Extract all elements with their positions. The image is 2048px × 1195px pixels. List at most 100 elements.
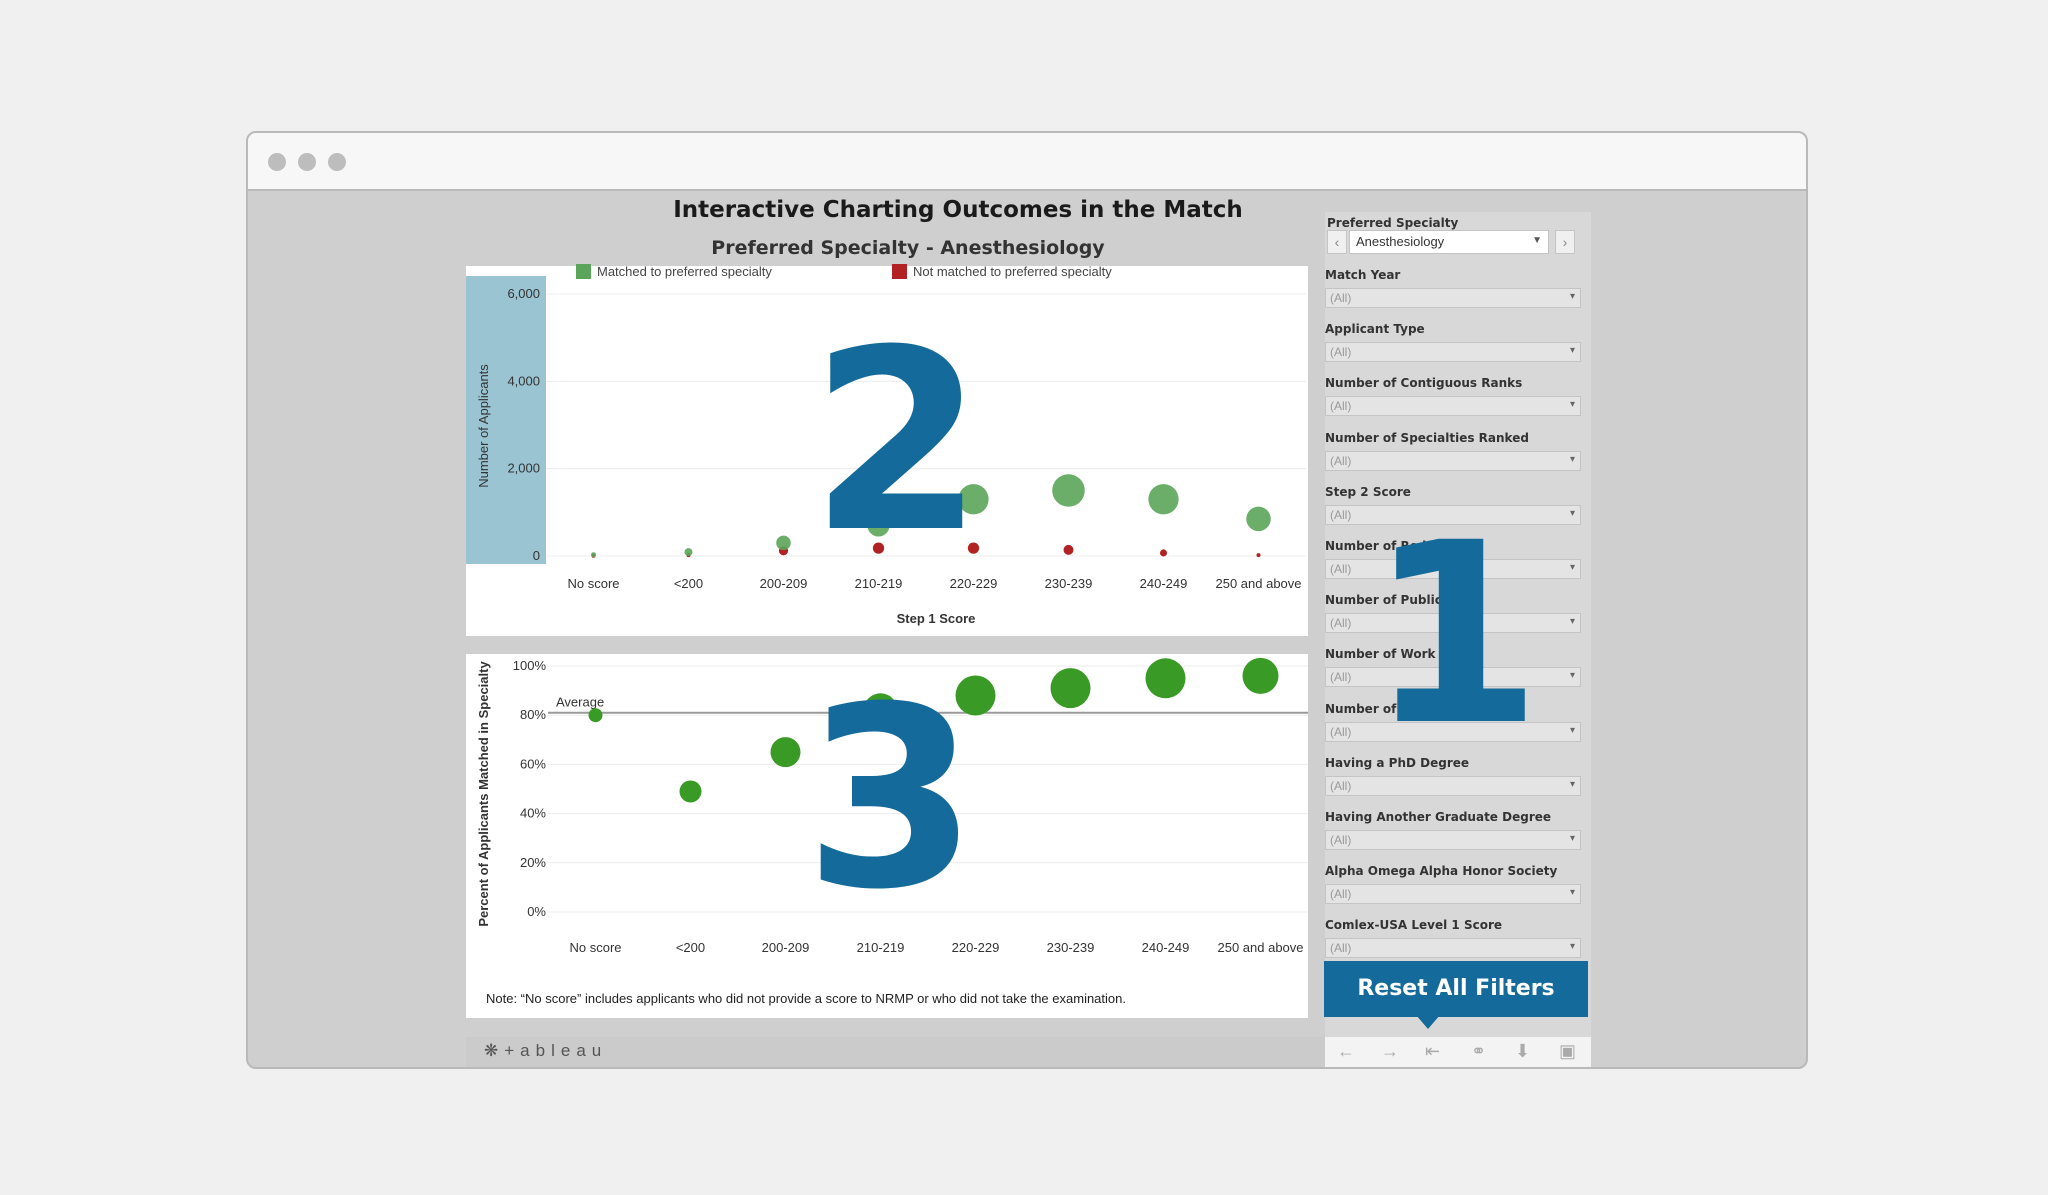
dashboard-title: Interactive Charting Outcomes in the Mat… [673, 197, 1243, 223]
tableau-footer: ❋+ableau [466, 1037, 1326, 1067]
filter-select[interactable]: (All) ▾ [1325, 884, 1581, 905]
filters-panel: Preferred Specialty ‹ Anesthesiology ▼ ›… [1325, 212, 1591, 1063]
reset-all-filters-button[interactable]: Reset All Filters [1324, 961, 1588, 1017]
filter-select[interactable]: (All) ▾ [1325, 613, 1581, 634]
x-tick-label: 220-229 [952, 940, 1000, 955]
legend-not-matched[interactable]: Not matched to preferred specialty [892, 264, 1112, 279]
filter-select[interactable]: (All) ▾ [1325, 775, 1581, 796]
chevron-down-icon: ▾ [1569, 291, 1575, 302]
undo-icon[interactable]: ← [1337, 1041, 1355, 1061]
filter-label: Number of V s [1325, 701, 1422, 716]
matched-point [867, 514, 890, 537]
filter-select[interactable]: (All) ▾ [1325, 504, 1581, 525]
filter-label: Applicant Type [1325, 322, 1425, 337]
percent-point [863, 693, 898, 728]
prev-specialty-button[interactable]: ‹ [1327, 230, 1347, 254]
legend-matched[interactable]: Matched to preferred specialty [576, 264, 772, 279]
legend-matched-label: Matched to preferred specialty [597, 264, 772, 279]
filter-select[interactable]: (All) ▾ [1325, 342, 1581, 363]
filter-select[interactable]: (All) ▾ [1325, 667, 1581, 688]
filter-label: Number of Work Exp es [1325, 647, 1484, 662]
matched-point [591, 552, 596, 558]
x-tick-label: 210-219 [855, 576, 903, 591]
x-tick-label: 200-209 [762, 940, 810, 955]
reset-button-pointer [1416, 1015, 1440, 1029]
filter-label: Having Another Graduate Degree [1325, 810, 1552, 824]
redo-icon[interactable]: → [1381, 1041, 1399, 1061]
chart-note: Note: “No score” includes applicants who… [486, 991, 1126, 1006]
matched-point [958, 484, 989, 515]
percent-point [679, 780, 702, 803]
preferred-specialty-select[interactable]: Anesthesiology ▼ [1349, 230, 1549, 254]
fullscreen-icon[interactable]: ▣ [1559, 1041, 1577, 1061]
x-tick-label: No score [569, 940, 621, 955]
x-tick-label: 210-219 [857, 940, 905, 955]
chart-subtitle: Preferred Specialty - Anesthesiology [711, 237, 1105, 259]
matched-point [684, 548, 693, 557]
y-tick-label: 100% [513, 658, 547, 673]
window-minimize-dot[interactable] [298, 153, 316, 171]
filter-value: (All) [1330, 399, 1352, 414]
y-tick-label: 0% [527, 904, 546, 919]
filter-label: Comlex-USA Level 1 Score [1325, 918, 1502, 933]
window-titlebar [248, 133, 1806, 191]
y-tick-label: 4,000 [507, 373, 540, 388]
x-tick-label: 250 and above [1215, 576, 1301, 591]
filter-select[interactable]: (All) ▾ [1325, 938, 1581, 959]
applicants-chart-panel: Matched to preferred specialty Not match… [466, 264, 1308, 636]
preferred-specialty-value: Anesthesiology [1356, 234, 1445, 249]
filter-select[interactable]: (All) ▾ [1325, 830, 1581, 850]
not-matched-point [872, 542, 885, 554]
chevron-down-icon: ▾ [1569, 941, 1575, 953]
tableau-cross-icon: ❋ [484, 1041, 505, 1060]
x-axis-label: Step 1 Score [897, 611, 976, 626]
chevron-down-icon: ▾ [1569, 778, 1575, 790]
percent-point [955, 675, 996, 716]
download-icon[interactable]: ⬇ [1515, 1041, 1531, 1061]
browser-window: Interactive Charting Outcomes in the Mat… [246, 131, 1808, 1069]
chevron-down-icon: ▾ [1569, 453, 1575, 465]
filter-value: (All) [1330, 670, 1352, 685]
chevron-down-icon: ▾ [1569, 345, 1575, 357]
x-tick-label: 230-239 [1045, 576, 1093, 591]
callout-number-2: 2 [810, 296, 984, 587]
tableau-wordmark: +ableau [504, 1041, 608, 1060]
applicants-chart[interactable]: 6,000 4,000 2,000 0 Number of Applicants No s… [466, 266, 1308, 636]
y-tick-label: 80% [520, 707, 546, 722]
matched-point [776, 535, 791, 551]
filter-value: (All) [1330, 562, 1352, 576]
preferred-specialty-label: Preferred Specialty [1327, 216, 1459, 230]
filter-label: Number of Re iences [1325, 539, 1466, 553]
share-icon[interactable]: ⚭ [1471, 1041, 1487, 1061]
filter-select[interactable]: (All) ▾ [1325, 396, 1581, 417]
tableau-logo[interactable]: ❋+ableau [484, 1041, 607, 1061]
filter-select[interactable]: (All) ▾ [1325, 450, 1581, 471]
matched-point [1052, 474, 1085, 507]
y-tick-label: 6,000 [507, 286, 540, 301]
x-tick-label: <200 [674, 576, 703, 591]
filter-value: (All) [1330, 616, 1352, 631]
percent-point [770, 737, 801, 768]
chevron-down-icon: ▾ [1569, 616, 1575, 628]
window-maximize-dot[interactable] [328, 153, 346, 171]
filter-label: Match Year [1325, 268, 1401, 282]
chevron-down-icon: ▾ [1569, 399, 1575, 411]
y-tick-label: 20% [520, 855, 546, 870]
percent-chart[interactable]: 100% 80% 60% 40% 20% 0% Average Percent of Appl… [466, 654, 1308, 1018]
filter-select[interactable]: (All) ▾ [1325, 559, 1581, 579]
filter-value: (All) [1330, 291, 1352, 305]
filter-select[interactable]: (All) ▾ [1325, 288, 1581, 308]
callout-number-1: 1 [1368, 489, 1542, 780]
filter-select[interactable]: (All) ▾ [1325, 721, 1581, 742]
window-close-dot[interactable] [268, 153, 286, 171]
x-tick-label: 220-229 [950, 576, 998, 591]
next-specialty-button[interactable]: › [1555, 230, 1575, 254]
revert-icon[interactable]: ⇤ [1425, 1041, 1441, 1061]
not-matched-point [1063, 544, 1074, 555]
x-tick-label: 230-239 [1047, 940, 1095, 955]
chevron-down-icon: ▾ [1569, 562, 1575, 573]
filter-value: (All) [1330, 941, 1352, 956]
filter-value: (All) [1330, 507, 1352, 522]
y-axis-label: Number of Applicants [476, 364, 491, 488]
filter-value: (All) [1330, 887, 1352, 902]
